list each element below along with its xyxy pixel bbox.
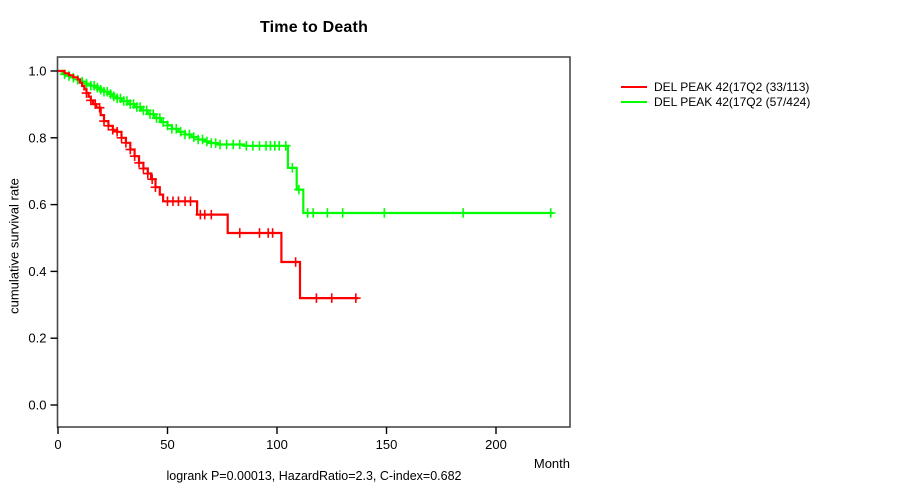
legend-item-green: DEL PEAK 42(17Q2 (57/424) (621, 94, 810, 109)
x-tick-label: 50 (160, 437, 174, 452)
legend-item-red: DEL PEAK 42(17Q2 (33/113) (621, 79, 810, 94)
y-tick-label: 0.0 (28, 398, 46, 413)
y-tick-label: 0.4 (28, 264, 46, 279)
y-axis-title: cumulative survival rate (6, 178, 22, 314)
legend: DEL PEAK 42(17Q2 (33/113) DEL PEAK 42(17… (621, 79, 810, 109)
red-line-swatch (621, 85, 647, 88)
x-tick-label: 0 (54, 437, 61, 452)
x-tick-label: 200 (485, 437, 507, 452)
chart-title: Time to Death (259, 19, 369, 36)
y-tick-label: 0.8 (28, 130, 46, 145)
legend-label-green: DEL PEAK 42(17Q2 (57/424) (654, 94, 811, 109)
survival-curve (58, 69, 553, 215)
green-line-swatch (621, 100, 647, 103)
plot-box (56, 56, 571, 428)
stats-footer: logrank P=0.00013, HazardRatio=2.3, C-in… (166, 469, 462, 483)
x-axis-title: Month (533, 456, 570, 471)
survival-curve (58, 69, 358, 300)
x-tick-label: 100 (266, 437, 288, 452)
y-tick-label: 0.6 (28, 197, 46, 212)
y-tick-label: 0.2 (28, 331, 46, 346)
y-tick-label: 1.0 (28, 64, 46, 79)
legend-label-red: DEL PEAK 42(17Q2 (33/113) (654, 79, 810, 94)
x-tick-label: 150 (376, 437, 398, 452)
